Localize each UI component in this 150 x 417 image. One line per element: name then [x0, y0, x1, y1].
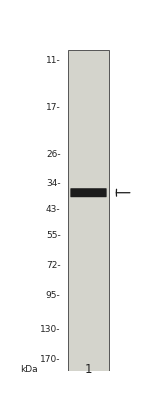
- Text: 55-: 55-: [46, 231, 61, 241]
- Text: 1: 1: [85, 363, 92, 376]
- Text: 95-: 95-: [46, 291, 61, 300]
- Text: 34-: 34-: [46, 179, 61, 188]
- Bar: [68, 50, 109, 371]
- Text: 130-: 130-: [40, 325, 61, 334]
- Text: 26-: 26-: [46, 150, 61, 159]
- FancyBboxPatch shape: [70, 188, 107, 197]
- Text: 72-: 72-: [46, 261, 61, 270]
- Text: kDa: kDa: [20, 365, 38, 374]
- Text: 43-: 43-: [46, 205, 61, 214]
- Text: 17-: 17-: [46, 103, 61, 113]
- Text: 170-: 170-: [40, 354, 61, 364]
- Text: 11-: 11-: [46, 56, 61, 65]
